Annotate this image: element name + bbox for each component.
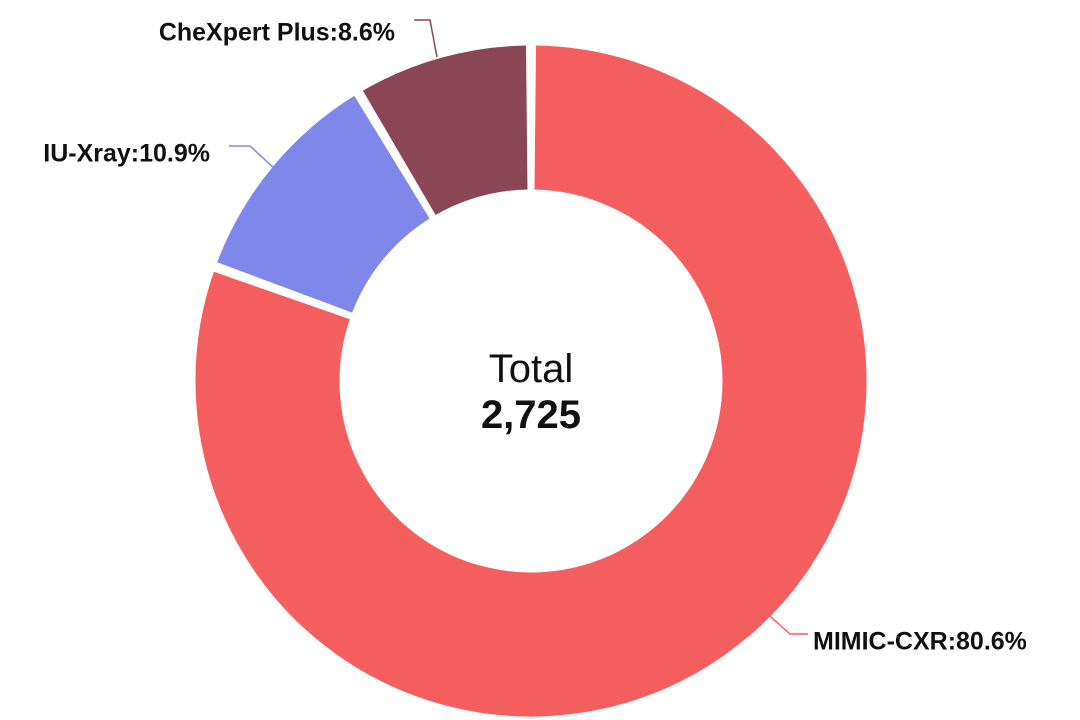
slice-iu-xray bbox=[213, 92, 434, 317]
slice-chexpert-plus bbox=[359, 42, 531, 219]
leader-lines bbox=[229, 19, 808, 635]
center-title: Total bbox=[489, 347, 574, 391]
label-iu-xray: IU-Xray:10.9% bbox=[43, 140, 210, 168]
label-chexpert-plus: CheXpert Plus:8.6% bbox=[159, 19, 395, 47]
label-mimic-cxr: MIMIC-CXR:80.6% bbox=[813, 628, 1027, 656]
slice-mimic-cxr bbox=[192, 42, 870, 720]
leader-line-iu-xray bbox=[229, 145, 277, 171]
center-total: 2,725 bbox=[481, 393, 581, 437]
leader-line-chexpert-plus bbox=[414, 19, 438, 58]
donut-slices bbox=[192, 42, 870, 720]
leader-line-mimic-cxr bbox=[762, 609, 808, 635]
slice-labels: MIMIC-CXR:80.6% IU-Xray:10.9% CheXpert Plu… bbox=[43, 19, 1027, 656]
